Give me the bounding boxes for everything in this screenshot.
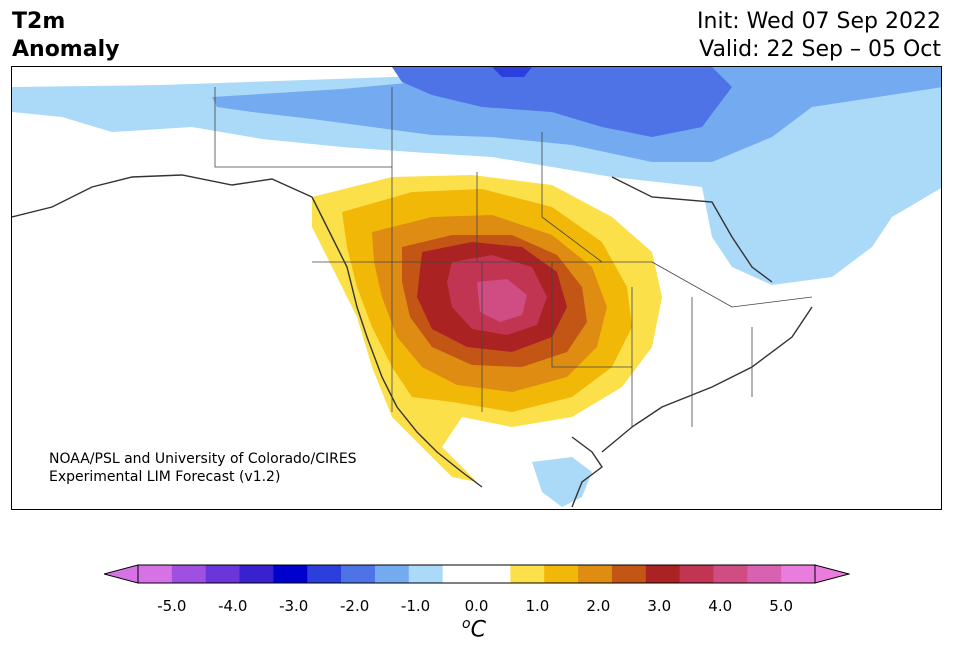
colorbar-cell xyxy=(138,565,173,583)
colorbar xyxy=(104,564,850,584)
credit-text: NOAA/PSL and University of Colorado/CIRE… xyxy=(49,450,357,486)
warm-anomaly-7 xyxy=(477,279,527,322)
credit-line-2: Experimental LIM Forecast (v1.2) xyxy=(49,469,281,485)
colorbar-cell xyxy=(476,565,511,583)
colorbar-cell xyxy=(239,565,274,583)
colorbar-cell xyxy=(171,565,207,583)
colorbar-cell xyxy=(307,565,342,583)
colorbar-tick-label: -3.0 xyxy=(279,597,309,615)
map-title: T2m Anomaly xyxy=(12,8,119,64)
unit-letter: C xyxy=(470,617,486,643)
colorbar-cell xyxy=(374,565,410,583)
anomaly-map xyxy=(11,66,942,510)
colorbar-cells xyxy=(138,565,816,583)
colorbar-tick-label: 3.0 xyxy=(647,597,672,615)
colorbar-cell xyxy=(781,565,816,583)
colorbar-tick-label: -5.0 xyxy=(157,597,187,615)
colorbar-unit: oC xyxy=(462,616,486,642)
valid-range: Valid: 22 Sep – 05 Oct xyxy=(699,37,941,62)
map-canvas xyxy=(12,67,941,508)
colorbar-cell xyxy=(679,565,714,583)
colorbar-tick-label: -4.0 xyxy=(218,597,248,615)
colorbar-cell xyxy=(273,565,308,583)
colorbar-cell xyxy=(341,565,376,583)
colorbar-tick-label: 5.0 xyxy=(769,597,794,615)
colorbar-cell xyxy=(645,565,681,583)
colorbar-extend-high xyxy=(814,564,850,584)
colorbar-tick-label: 1.0 xyxy=(525,597,550,615)
colorbar-tick-label: -1.0 xyxy=(400,597,431,615)
colorbar-cell xyxy=(442,565,477,583)
title-line-1: T2m xyxy=(12,9,66,34)
colorbar-tick-label: 0.0 xyxy=(464,597,489,615)
colorbar-cell xyxy=(205,565,241,583)
colorbar-tick-label: 4.0 xyxy=(708,597,733,615)
colorbar-cell xyxy=(578,565,613,583)
credit-line-1: NOAA/PSL and University of Colorado/CIRE… xyxy=(49,451,357,467)
colorbar-cell xyxy=(408,565,444,583)
political-borders xyxy=(214,87,813,427)
forecast-dates: Init: Wed 07 Sep 2022 Valid: 22 Sep – 05… xyxy=(697,8,941,64)
colorbar-extend-low xyxy=(104,564,139,584)
unit-superscript: o xyxy=(462,616,471,632)
cool-anomaly-strong xyxy=(392,67,732,137)
colorbar-tick-label: 2.0 xyxy=(586,597,611,615)
cool-anomaly-deep xyxy=(492,67,532,77)
colorbar-cell xyxy=(510,565,545,583)
colorbar-tick-label: -2.0 xyxy=(339,597,370,615)
colorbar-cell xyxy=(747,565,782,583)
colorbar-cell xyxy=(713,565,748,583)
colorbar-cell xyxy=(611,565,647,583)
colorbar-frame xyxy=(137,564,816,584)
init-date: Init: Wed 07 Sep 2022 xyxy=(697,9,941,34)
title-line-2: Anomaly xyxy=(12,37,120,62)
colorbar-cell xyxy=(544,565,579,583)
